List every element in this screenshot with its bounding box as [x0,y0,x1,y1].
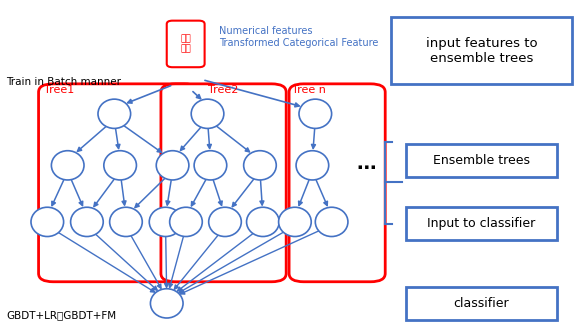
Ellipse shape [98,99,131,128]
FancyBboxPatch shape [406,287,557,320]
Text: ⋯: ⋯ [356,159,376,178]
FancyBboxPatch shape [161,84,286,282]
Ellipse shape [104,151,137,180]
Ellipse shape [71,207,103,236]
Text: Tree n: Tree n [292,86,326,96]
FancyBboxPatch shape [406,207,557,240]
FancyBboxPatch shape [289,84,385,282]
Ellipse shape [191,99,224,128]
Text: Numerical features
Transformed Categorical Feature: Numerical features Transformed Categoric… [219,26,378,48]
FancyBboxPatch shape [167,21,204,67]
Ellipse shape [244,151,276,180]
Ellipse shape [51,151,84,180]
Ellipse shape [157,151,189,180]
Ellipse shape [31,207,64,236]
Text: Tree1: Tree1 [44,86,75,96]
FancyBboxPatch shape [391,17,572,84]
FancyBboxPatch shape [39,84,199,282]
Ellipse shape [296,151,329,180]
Text: classifier: classifier [454,297,509,310]
Ellipse shape [246,207,279,236]
Text: input features to
ensemble trees: input features to ensemble trees [426,37,537,64]
Ellipse shape [110,207,142,236]
Text: GBDT+LR、GBDT+FM: GBDT+LR、GBDT+FM [6,310,117,320]
Ellipse shape [279,207,311,236]
Ellipse shape [151,289,183,318]
Text: Ensemble trees: Ensemble trees [433,154,530,167]
Ellipse shape [194,151,227,180]
Ellipse shape [208,207,241,236]
Text: 输入
样本: 输入 样本 [180,34,191,54]
Ellipse shape [299,99,332,128]
Ellipse shape [150,207,182,236]
Text: Input to classifier: Input to classifier [427,217,536,230]
Ellipse shape [315,207,348,236]
Text: Train in Batch manner: Train in Batch manner [6,77,121,87]
FancyBboxPatch shape [406,144,557,177]
Ellipse shape [169,207,202,236]
Text: Tree2: Tree2 [207,86,238,96]
